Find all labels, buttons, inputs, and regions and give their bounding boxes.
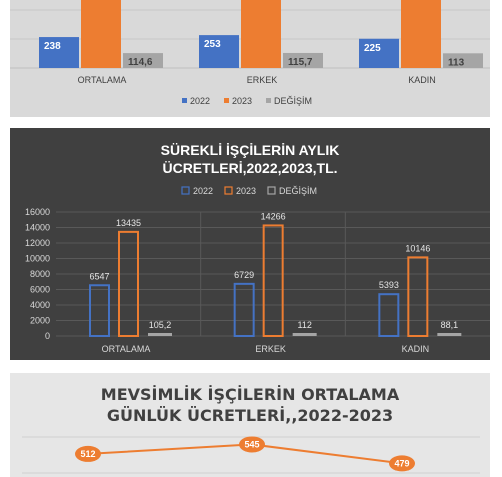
legend-swatch-de-i-i-m xyxy=(266,98,271,103)
legend-label-de-i-i-m: DEĞİŞİM xyxy=(279,186,317,196)
data-label-de-i-i-m-erkek: 112 xyxy=(297,320,311,330)
bar-2023-kadin xyxy=(407,256,429,337)
y-tick-label: 14000 xyxy=(25,223,50,233)
legend-label-2022: 2022 xyxy=(193,186,213,196)
data-label-2: 545 xyxy=(244,439,259,449)
legend-label-2022: 2022 xyxy=(190,96,210,106)
data-label-2022-kadin: 5393 xyxy=(379,280,399,290)
bar-2022-erkek xyxy=(199,35,239,68)
legend-swatch-de-i-i-m xyxy=(267,186,276,195)
data-label-de-i-i-m-erkek: 115,7 xyxy=(288,57,313,68)
category-label-kadin: KADIN xyxy=(408,75,436,85)
data-label-1: 512 xyxy=(80,449,95,459)
legend-swatch-2023 xyxy=(224,186,233,195)
bar-de-i-i-m-ortalama xyxy=(148,333,172,336)
y-tick-label: 12000 xyxy=(25,238,50,248)
bar-de-i-i-m-kadin xyxy=(443,53,483,68)
bar-2023-erkek xyxy=(241,0,281,68)
data-label-2022-erkek: 253 xyxy=(204,39,221,50)
legend-swatch-2022 xyxy=(182,98,187,103)
data-label-2022-ortalama: 6547 xyxy=(89,271,109,281)
bar-2022-kadin xyxy=(378,293,400,338)
legend-label-2023: 2023 xyxy=(232,96,252,106)
chart-seasonal-workers: MEVSİMLİK İŞÇİLERİN ORTALAMA GÜNLÜK ÜCRET… xyxy=(10,373,490,477)
category-label-erkek: ERKEK xyxy=(255,344,286,354)
category-label-erkek: ERKEK xyxy=(247,75,278,85)
data-point-2 xyxy=(239,436,265,453)
data-label-de-i-i-m-ortalama: 114,6 xyxy=(128,57,153,68)
y-tick-label: 6000 xyxy=(30,285,50,295)
chart-permanent-workers-svg: SÜREKLİ İŞÇİLERİN AYLIK ÜCRETLERİ,2022,20… xyxy=(25,142,490,354)
chart-permanent-workers-monthly: SÜREKLİ İŞÇİLERİN AYLIK ÜCRETLERİ,2022,20… xyxy=(10,128,490,360)
bar-de-i-i-m-erkek xyxy=(292,333,317,336)
y-tick-label: 16000 xyxy=(25,207,50,217)
data-label-3: 479 xyxy=(394,458,409,468)
bar-2022-kadin xyxy=(359,38,399,68)
bar-2023-kadin xyxy=(401,0,441,68)
data-label-2023-erkek: 14266 xyxy=(261,211,286,221)
chart-seasonal-workers-svg: MEVSİMLİK İŞÇİLERİN ORTALAMA GÜNLÜK ÜCRET… xyxy=(22,385,480,474)
data-label-2023-ortalama: 13435 xyxy=(116,218,141,228)
bar-de-i-i-m-erkek xyxy=(283,52,323,68)
data-point-1 xyxy=(75,445,101,462)
bar-de-i-i-m-kadin xyxy=(437,333,462,336)
category-label-ortalama: ORTALAMA xyxy=(78,75,127,85)
data-label-de-i-i-m-ortalama: 105,2 xyxy=(149,320,172,330)
chart-title-line: MEVSİMLİK İŞÇİLERİN ORTALAMA xyxy=(101,385,400,404)
data-label-de-i-i-m-kadin: 88,1 xyxy=(441,320,459,330)
data-label-2022-kadin: 225 xyxy=(364,43,381,54)
legend-label-2023: 2023 xyxy=(236,186,256,196)
y-tick-label: 8000 xyxy=(30,269,50,279)
category-label-ortalama: ORTALAMA xyxy=(102,344,151,354)
bar-2023-ortalama xyxy=(118,230,139,337)
bar-2023-erkek xyxy=(262,224,284,337)
y-tick-label: 2000 xyxy=(30,316,50,326)
legend-swatch-2022 xyxy=(181,186,190,195)
bar-2022-erkek xyxy=(233,282,255,337)
bar-de-i-i-m-ortalama xyxy=(123,53,163,68)
chart-title-line: SÜREKLİ İŞÇİLERİN AYLIK xyxy=(161,142,340,158)
data-label-2022-erkek: 6729 xyxy=(234,270,254,280)
y-tick-label: 0 xyxy=(45,331,50,341)
bar-2022-ortalama xyxy=(39,37,79,68)
chart-daily-wages: 238 114,6 ORTALAMA 253 115,7 ERKEK 225 113 KADIN… xyxy=(10,0,490,117)
data-label-2023-kadin: 10146 xyxy=(405,243,430,253)
chart-title-line: ÜCRETLERİ,2022,2023,TL. xyxy=(162,160,337,176)
legend-swatch-2023 xyxy=(224,98,229,103)
y-tick-label: 4000 xyxy=(30,300,50,310)
category-label-kadin: KADIN xyxy=(402,344,430,354)
y-tick-label: 10000 xyxy=(25,254,50,264)
bar-2023-ortalama xyxy=(81,0,121,68)
bar-2022-ortalama xyxy=(89,284,110,338)
chart-title-line: GÜNLÜK ÜCRETLERİ,,2022-2023 xyxy=(107,406,393,425)
data-label-2022-ortalama: 238 xyxy=(44,41,61,52)
data-point-3 xyxy=(389,455,415,472)
legend-label-de-i-i-m: DEĞİŞİM xyxy=(274,96,312,106)
data-label-de-i-i-m-kadin: 113 xyxy=(448,57,465,68)
